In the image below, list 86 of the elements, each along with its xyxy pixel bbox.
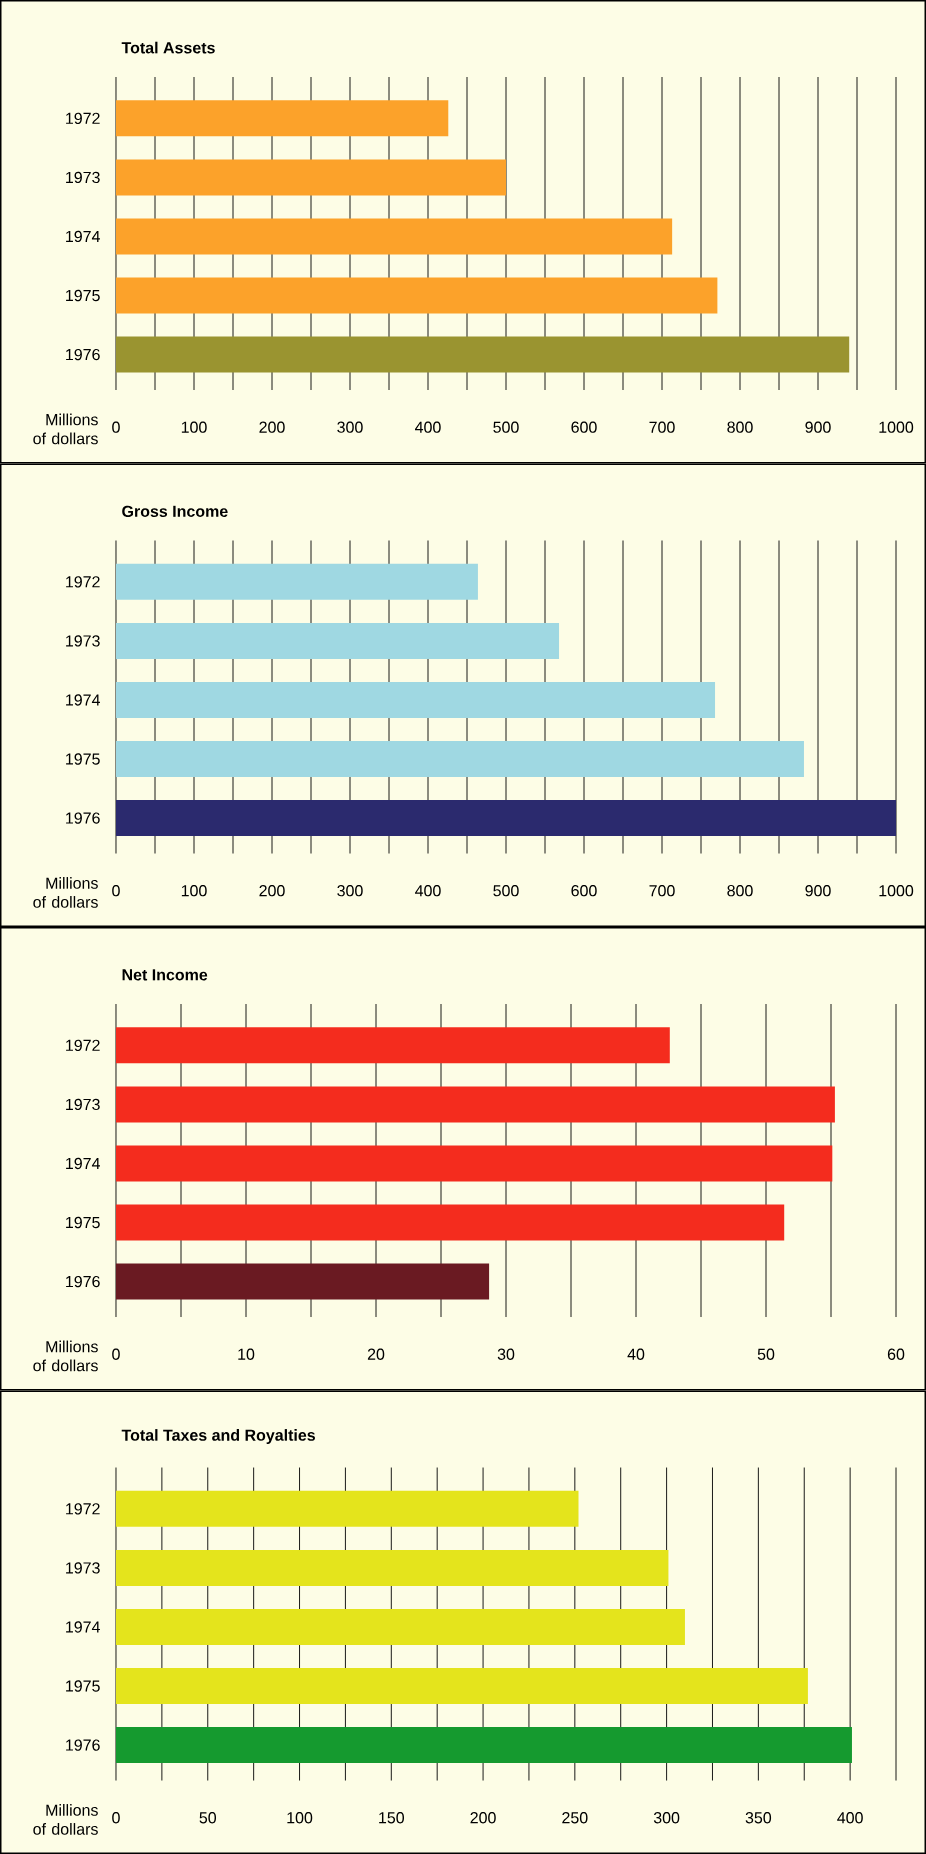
x-tick-label: 200	[259, 885, 285, 897]
x-tick-label: 700	[649, 885, 675, 897]
x-tick-label: 400	[837, 1812, 863, 1824]
bar	[116, 1668, 808, 1705]
x-tick-label: 800	[727, 885, 753, 897]
y-tick-label: 1975	[66, 289, 100, 302]
x-tick-label: 100	[181, 885, 207, 897]
y-tick-label: 1976	[66, 348, 100, 361]
x-tick-label: 10	[238, 1348, 255, 1360]
bar	[116, 563, 478, 600]
bar	[116, 1145, 833, 1182]
x-tick-label: 900	[805, 421, 831, 433]
x-axis-title: Millions of dollars	[33, 413, 98, 445]
x-tick-label: 1000	[879, 421, 914, 433]
y-tick-label: 1976	[66, 1275, 100, 1288]
x-tick-label: 300	[653, 1812, 680, 1824]
y-tick-label: 1973	[66, 1098, 100, 1111]
x-tick-label: 800	[727, 421, 753, 433]
x-tick-label: 200	[470, 1812, 496, 1824]
x-tick-label: 250	[562, 1812, 588, 1824]
x-tick-label: 40	[627, 1348, 645, 1360]
y-tick-label: 1976	[66, 1739, 100, 1751]
x-tick-label: 600	[571, 885, 597, 897]
y-tick-label: 1975	[66, 753, 100, 765]
y-tick-label: 1972	[66, 112, 100, 125]
y-tick-label: 1974	[66, 694, 100, 706]
bar	[116, 100, 449, 137]
y-tick-label: 1976	[66, 812, 100, 824]
bar	[116, 741, 804, 778]
y-tick-label: 1974	[66, 1157, 100, 1170]
y-tick-label: 1972	[66, 1503, 100, 1515]
x-tick-label: 30	[497, 1348, 515, 1360]
x-tick-label: 0	[112, 885, 120, 897]
bar	[116, 622, 560, 659]
bar	[116, 336, 850, 373]
y-tick-label: 1974	[66, 230, 100, 243]
chart-title: Net Income	[122, 969, 208, 981]
bar	[116, 1204, 785, 1241]
x-tick-label: 50	[199, 1812, 217, 1824]
x-tick-label: 1000	[879, 885, 914, 897]
bar	[116, 681, 716, 718]
bar	[116, 800, 897, 837]
x-axis-title: Millions of dollars	[33, 1804, 98, 1835]
bar	[116, 277, 718, 314]
x-tick-label: 300	[337, 885, 363, 897]
x-tick-label: 500	[493, 421, 519, 433]
x-tick-label: 100	[181, 421, 207, 433]
x-tick-label: 600	[571, 421, 597, 433]
bar	[116, 218, 673, 255]
bar	[116, 1549, 669, 1586]
y-tick-label: 1973	[66, 1562, 100, 1574]
x-tick-label: 900	[805, 885, 831, 897]
bar	[116, 1086, 835, 1123]
x-tick-label: 300	[337, 421, 363, 433]
y-tick-label: 1975	[66, 1680, 100, 1692]
x-tick-label: 700	[649, 421, 675, 433]
chart-title: Total Assets	[121, 41, 215, 54]
chart-title: Total Taxes and Royalties	[121, 1429, 315, 1444]
bar	[116, 159, 506, 196]
x-tick-label: 60	[887, 1348, 905, 1360]
x-tick-label: 150	[379, 1812, 405, 1824]
y-tick-label: 1973	[66, 171, 100, 184]
bar	[116, 1490, 579, 1527]
x-tick-label: 0	[112, 421, 120, 433]
x-axis-title: Millions of dollars	[33, 1340, 98, 1372]
x-tick-label: 20	[367, 1348, 385, 1360]
y-tick-label: 1975	[66, 1216, 100, 1229]
x-tick-label: 100	[287, 1812, 313, 1824]
x-tick-label: 0	[112, 1348, 120, 1360]
x-tick-label: 350	[745, 1812, 772, 1824]
x-tick-label: 200	[259, 421, 285, 433]
y-tick-label: 1972	[66, 576, 100, 588]
bar	[116, 1727, 852, 1764]
bar	[116, 1608, 685, 1645]
x-tick-label: 0	[112, 1812, 120, 1824]
x-tick-label: 50	[757, 1348, 775, 1360]
bar	[116, 1263, 490, 1300]
x-tick-label: 400	[415, 885, 441, 897]
chart-title: Gross Income	[122, 505, 228, 517]
x-tick-label: 500	[493, 885, 519, 897]
y-tick-label: 1974	[66, 1621, 100, 1633]
bar	[116, 1027, 670, 1064]
y-tick-label: 1972	[66, 1039, 100, 1052]
x-tick-label: 400	[415, 421, 441, 433]
y-tick-label: 1973	[66, 635, 100, 647]
x-axis-title: Millions of dollars	[33, 877, 98, 908]
